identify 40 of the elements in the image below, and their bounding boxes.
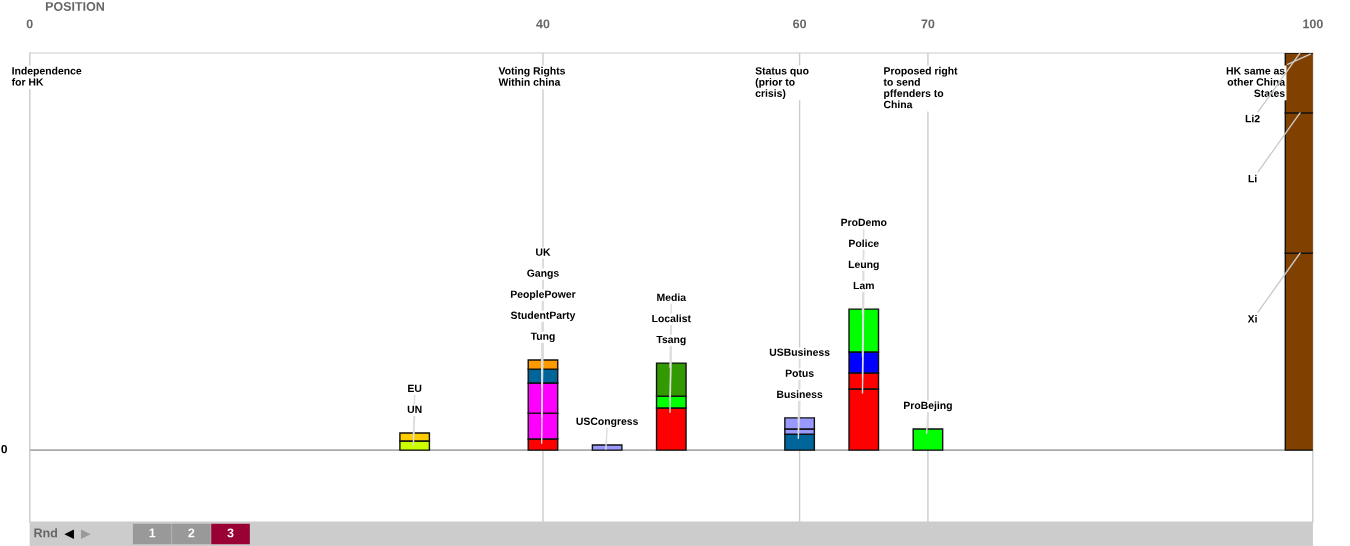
annotation: Potus [785, 369, 814, 377]
x-tick-label: 0 [26, 19, 33, 29]
annotation: UN [407, 405, 422, 414]
text: Rnd [34, 528, 58, 538]
ref-line-label: Voting Rights Within china [498, 66, 566, 86]
ref-line-label: HK same as other China States [1226, 67, 1286, 97]
text: 2 [188, 528, 195, 538]
annotation: Localist [652, 314, 691, 323]
annotation: Li2 [1245, 114, 1260, 123]
x-tick-label: 70 [921, 19, 935, 29]
annotation: USBusiness [769, 348, 830, 356]
text: ▶ [81, 529, 91, 539]
annotation: ProBejing [904, 401, 952, 412]
annotation: Lam [853, 281, 874, 290]
text: ◀ [64, 529, 74, 539]
annotation: USCongress [576, 417, 638, 428]
annotation: Media [657, 293, 687, 302]
annotation: UK [536, 248, 551, 256]
annotation: Li [1248, 174, 1257, 183]
ref-line-label: Independence for HK [11, 66, 82, 86]
annotation: ProDemo [841, 218, 887, 227]
x-tick-label: 100 [1303, 19, 1323, 29]
annotation: Tsang [656, 335, 686, 346]
x-tick-label: 60 [793, 19, 807, 29]
annotation: EU [408, 384, 422, 393]
ref-line-label: Proposed right to send pffenders to China [883, 66, 958, 109]
x-tick-label: 40 [536, 19, 550, 29]
annotation: Xi [1247, 314, 1257, 323]
annotation: Gangs [527, 269, 559, 279]
annotation: Police [849, 239, 879, 248]
ref-line-label: Status quo (prior to crisis) [755, 67, 809, 99]
annotation: PeoplePower [510, 290, 576, 300]
annotation: StudentParty [510, 311, 576, 322]
annotation: Leung [848, 260, 879, 271]
text: 3 [227, 528, 234, 538]
annotation: Tung [530, 332, 555, 343]
annotation: Business [777, 390, 823, 398]
x-axis-title: POSITION [45, 2, 104, 11]
text: 0 [1, 444, 7, 454]
text: 1 [149, 528, 156, 538]
